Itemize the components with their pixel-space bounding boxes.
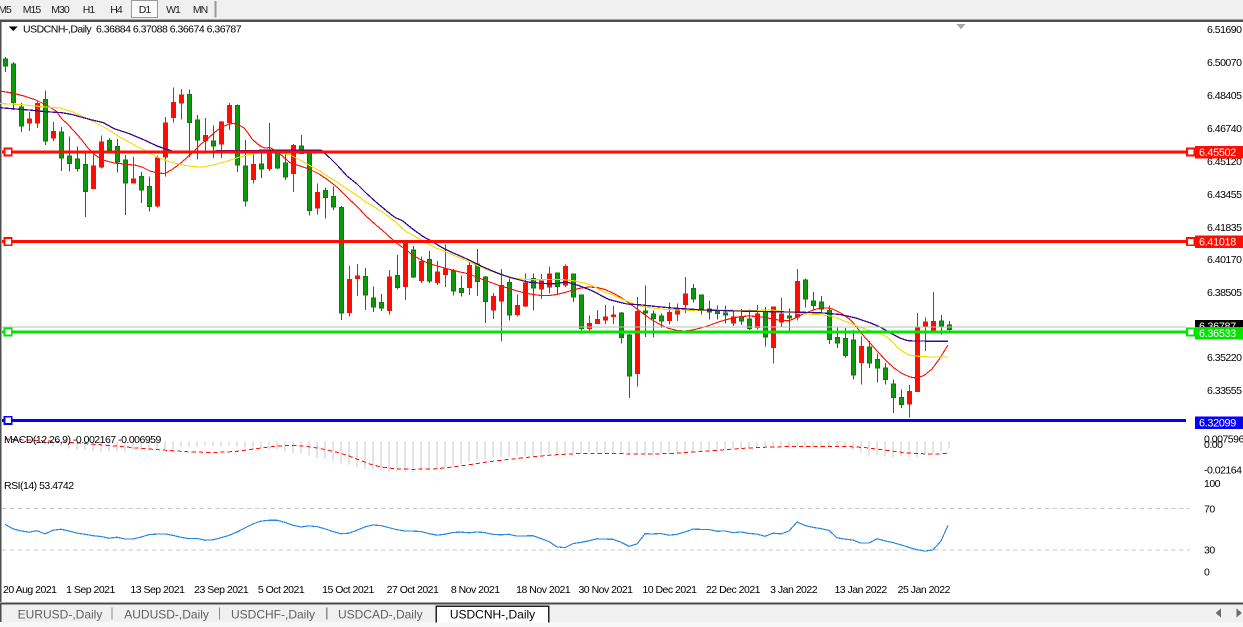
svg-text:6.32099: 6.32099 — [1199, 418, 1236, 430]
svg-text:13 Jan 2022: 13 Jan 2022 — [834, 584, 887, 596]
svg-text:EURUSD-,Daily: EURUSD-,Daily — [18, 608, 103, 622]
svg-text:27 Oct 2021: 27 Oct 2021 — [387, 584, 439, 596]
svg-text:USDCAD-,Daily: USDCAD-,Daily — [338, 608, 423, 622]
svg-text:6.40170: 6.40170 — [1207, 254, 1242, 266]
svg-text:6.51690: 6.51690 — [1207, 24, 1242, 36]
svg-text:6.45502: 6.45502 — [1199, 147, 1236, 159]
svg-text:D1: D1 — [139, 4, 152, 16]
svg-text:15 Oct 2021: 15 Oct 2021 — [322, 584, 374, 596]
svg-text:6.45120: 6.45120 — [1207, 156, 1242, 168]
svg-text:M5: M5 — [0, 4, 12, 16]
svg-text:22 Dec 2021: 22 Dec 2021 — [706, 584, 761, 596]
svg-text:6.33555: 6.33555 — [1207, 385, 1242, 397]
svg-text:MACD(12,26,9) -0.002167 -0.006: MACD(12,26,9) -0.002167 -0.006959 — [4, 434, 162, 446]
svg-text:MN: MN — [193, 4, 208, 16]
svg-text:25 Jan 2022: 25 Jan 2022 — [898, 584, 951, 596]
svg-text:-0.02164: -0.02164 — [1204, 464, 1242, 476]
svg-text:AUDUSD-,Daily: AUDUSD-,Daily — [124, 608, 209, 622]
svg-text:H1: H1 — [83, 4, 96, 16]
svg-text:H4: H4 — [110, 4, 123, 16]
svg-text:6.41018: 6.41018 — [1199, 237, 1236, 249]
svg-text:6.38505: 6.38505 — [1207, 287, 1242, 299]
svg-text:13 Sep 2021: 13 Sep 2021 — [130, 584, 185, 596]
svg-text:8 Nov 2021: 8 Nov 2021 — [451, 584, 500, 596]
svg-text:USDCNH-,Daily 6.36884 6.37088: USDCNH-,Daily 6.36884 6.37088 6.36674 6.… — [23, 24, 242, 36]
svg-text:18 Nov 2021: 18 Nov 2021 — [516, 584, 571, 596]
svg-text:1 Sep 2021: 1 Sep 2021 — [66, 584, 115, 596]
svg-text:RSI(14) 53.4742: RSI(14) 53.4742 — [4, 480, 74, 492]
svg-text:6.36533: 6.36533 — [1199, 328, 1236, 340]
svg-text:0: 0 — [1204, 566, 1210, 578]
svg-text:30: 30 — [1204, 544, 1215, 556]
svg-text:100: 100 — [1204, 478, 1221, 490]
svg-text:6.50070: 6.50070 — [1207, 57, 1242, 69]
svg-text:70: 70 — [1204, 503, 1215, 515]
svg-text:M30: M30 — [51, 4, 70, 16]
svg-text:6.43455: 6.43455 — [1207, 189, 1242, 201]
svg-text:M15: M15 — [23, 4, 42, 16]
svg-text:5 Oct 2021: 5 Oct 2021 — [258, 584, 305, 596]
svg-text:6.48405: 6.48405 — [1207, 90, 1242, 102]
svg-text:0.007596: 0.007596 — [1204, 433, 1243, 445]
svg-text:0.00: 0.00 — [1204, 439, 1223, 451]
svg-text:30 Nov 2021: 30 Nov 2021 — [578, 584, 633, 596]
svg-text:10 Dec 2021: 10 Dec 2021 — [642, 584, 697, 596]
svg-text:6.41835: 6.41835 — [1207, 222, 1242, 234]
svg-text:6.46740: 6.46740 — [1207, 123, 1242, 135]
svg-text:6.35220: 6.35220 — [1207, 352, 1242, 364]
svg-text:20 Aug 2021: 20 Aug 2021 — [3, 584, 57, 596]
svg-text:USDCNH-,Daily: USDCNH-,Daily — [450, 608, 535, 622]
svg-text:23 Sep 2021: 23 Sep 2021 — [194, 584, 249, 596]
svg-text:3 Jan 2022: 3 Jan 2022 — [770, 584, 818, 596]
svg-text:USDCHF-,Daily: USDCHF-,Daily — [231, 608, 315, 622]
svg-text:W1: W1 — [166, 4, 181, 16]
